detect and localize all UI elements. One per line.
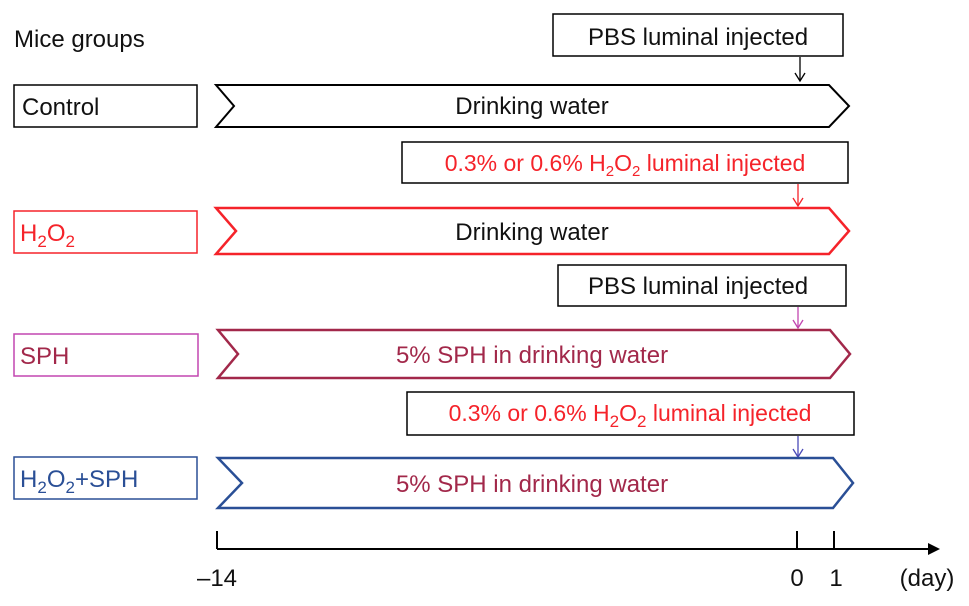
injection-label-sph: PBS luminal injected — [588, 273, 808, 300]
treatment-arrow-h2o2 — [213, 206, 851, 256]
group-label-control: Control — [22, 94, 99, 121]
group-label-h2o2: H2O2 — [20, 220, 75, 251]
timeline-tick-label-day1: 1 — [829, 565, 842, 592]
injection-label-h2o2-sph: 0.3% or 0.6% H2O2 luminal injected — [449, 400, 812, 431]
group-h2o2-sph: 0.3% or 0.6% H2O2 luminal injected H2O2+… — [13, 391, 855, 510]
injection-label-control: PBS luminal injected — [588, 24, 808, 51]
injection-box-h2o2: 0.3% or 0.6% H2O2 luminal injected — [401, 141, 849, 184]
injection-box-h2o2-sph: 0.3% or 0.6% H2O2 luminal injected — [406, 391, 855, 436]
timeline-tick-label-day0: 0 — [790, 565, 803, 592]
treatment-label-h2o2: Drinking water — [455, 219, 608, 246]
group-label-h2o2-sph: H2O2+SPH — [20, 466, 138, 497]
group-label-sph: SPH — [20, 343, 69, 370]
timeline-tick-label-start: –14 — [197, 565, 237, 592]
group-label-box-h2o2: H2O2 — [13, 210, 198, 254]
injection-box-sph: PBS luminal injected — [557, 264, 847, 307]
timeline-axis-arrowhead — [928, 543, 940, 555]
treatment-label-h2o2-sph: 5% SPH in drinking water — [396, 471, 668, 498]
timeline-axis: –14 0 1 (day) — [197, 531, 954, 592]
group-label-box-h2o2-sph: H2O2+SPH — [13, 456, 198, 500]
group-label-box-control: Control — [13, 84, 198, 128]
treatment-label-sph: 5% SPH in drinking water — [396, 342, 668, 369]
treatment-label-control: Drinking water — [455, 93, 608, 120]
treatment-arrow-sph — [215, 328, 852, 380]
group-sph: PBS luminal injected SPH 5% SPH in drink… — [13, 264, 852, 380]
group-control: PBS luminal injected Control Drinking wa… — [13, 13, 851, 128]
group-h2o2: 0.3% or 0.6% H2O2 luminal injected H2O2 … — [13, 141, 851, 256]
injection-label-h2o2: 0.3% or 0.6% H2O2 luminal injected — [445, 150, 806, 180]
treatment-arrow-control — [213, 84, 851, 128]
timeline-unit-label: (day) — [900, 565, 955, 592]
injection-box-control: PBS luminal injected — [552, 13, 844, 57]
group-label-box-sph: SPH — [13, 333, 199, 377]
mice-groups-title: Mice groups — [14, 26, 145, 53]
treatment-arrow-h2o2-sph — [215, 456, 855, 510]
